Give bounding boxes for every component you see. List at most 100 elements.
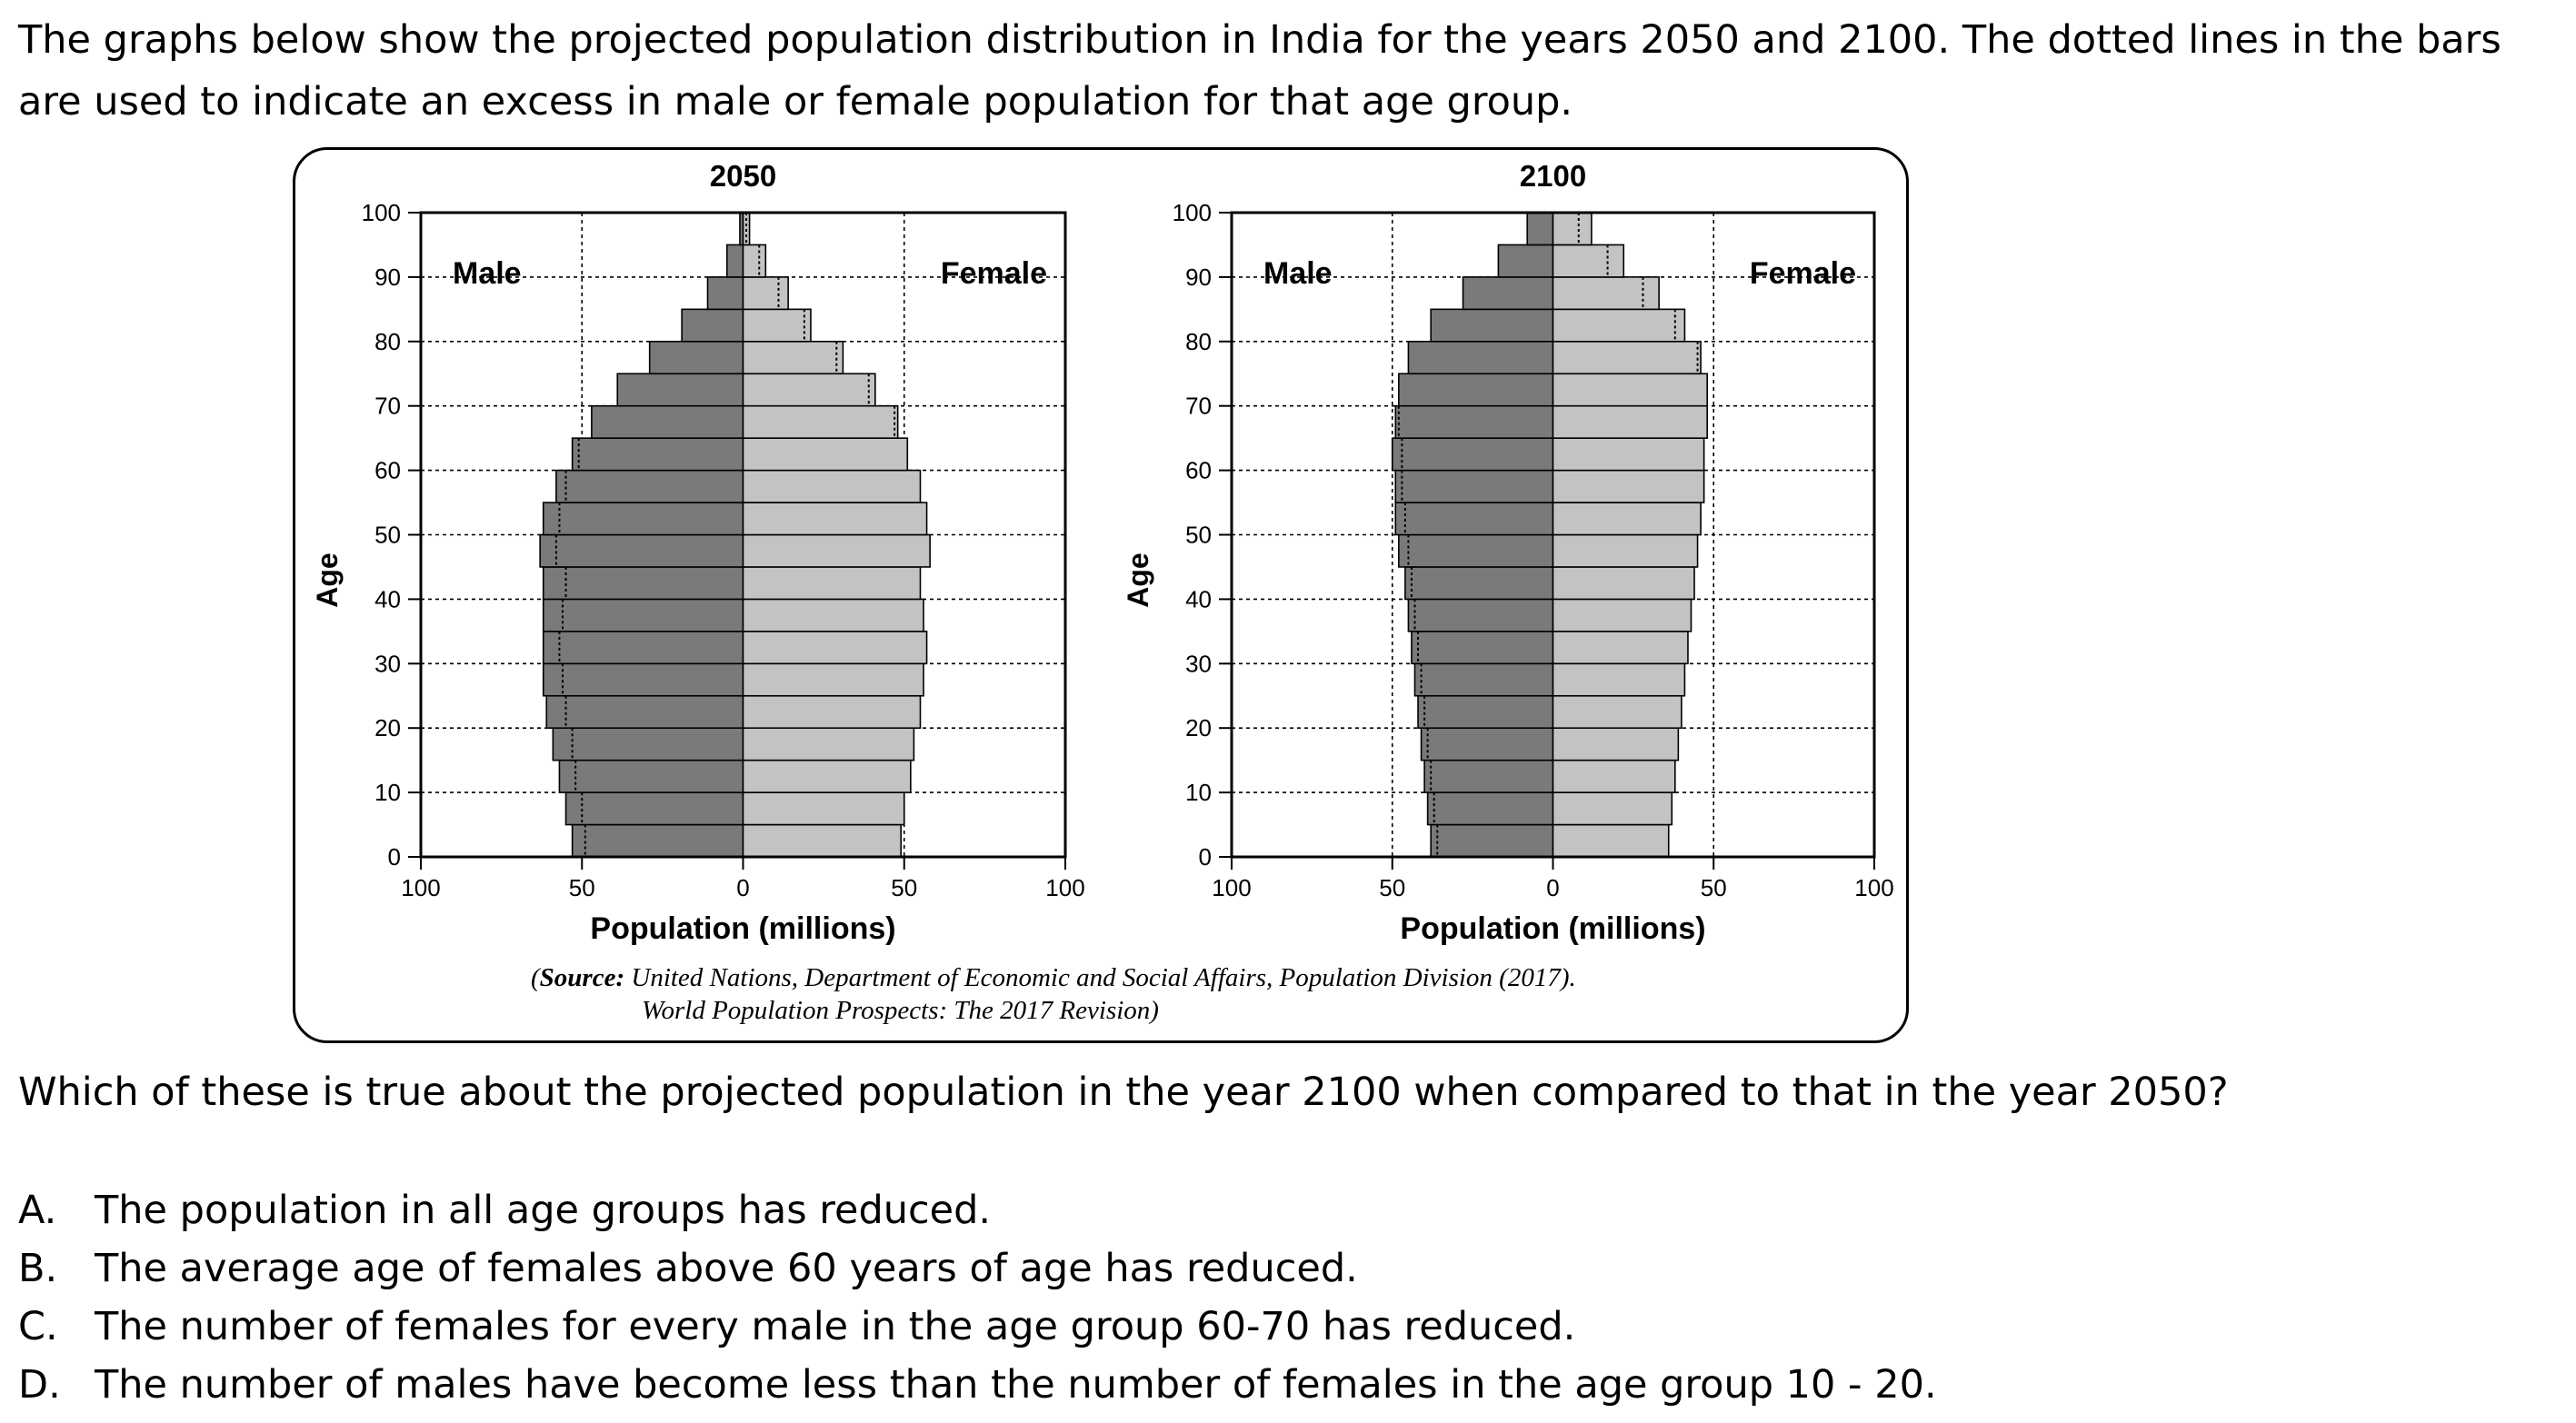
male-bar — [1407, 340, 1554, 375]
y-tick-label: 10 — [1185, 779, 1212, 806]
female-bar — [1552, 727, 1680, 761]
male-bar — [542, 566, 744, 601]
answer-options: A. The population in all age groups has r… — [18, 1181, 1937, 1414]
male-bar — [591, 404, 744, 439]
male-bar — [564, 791, 744, 826]
male-bar — [1526, 212, 1554, 246]
x-tick-label: 50 — [569, 874, 595, 901]
male-bar — [1398, 373, 1554, 407]
source-line1: United Nations, Department of Economic a… — [624, 963, 1576, 992]
male-bar — [571, 823, 744, 858]
female-bar — [742, 502, 928, 536]
source-label: Source: — [539, 963, 625, 992]
male-bar — [706, 276, 744, 311]
female-bar — [742, 598, 924, 632]
y-tick-label: 30 — [1185, 650, 1212, 677]
female-bar — [742, 373, 876, 407]
male-bar — [1426, 791, 1554, 826]
female-bar — [1552, 759, 1676, 793]
y-tick-label: 70 — [1185, 393, 1212, 420]
female-bar — [1552, 212, 1593, 246]
male-bar — [1404, 566, 1554, 601]
female-bar — [1552, 823, 1670, 858]
y-tick-label: 60 — [374, 457, 401, 484]
female-bar — [1552, 308, 1686, 343]
y-tick-label: 60 — [1185, 457, 1212, 484]
male-bar — [1413, 662, 1554, 697]
male-bar — [542, 502, 744, 536]
female-bar — [742, 727, 915, 761]
option-c[interactable]: C. The number of females for every male i… — [18, 1298, 1937, 1356]
male-bar — [545, 694, 744, 730]
source-line2: World Population Prospects: The 2017 Rev… — [642, 996, 1159, 1025]
pyramid-2050: 0 10 20 30 40 50 60 70 80 90 100 100 50 0 50 100 2050 Pop… — [311, 159, 1085, 946]
male-bar — [1430, 308, 1554, 343]
female-bar — [1552, 404, 1708, 439]
female-bar — [1552, 373, 1708, 407]
female-bar — [1552, 662, 1686, 697]
female-bar — [742, 823, 903, 858]
female-bar — [1552, 566, 1695, 601]
male-bar — [1398, 533, 1554, 568]
male-bar — [539, 533, 744, 568]
y-tick-label: 50 — [1185, 522, 1212, 549]
male-bar — [1430, 823, 1554, 858]
female-bar — [742, 566, 922, 601]
y-tick-label: 40 — [374, 585, 401, 612]
chart-title: 2100 — [1520, 159, 1586, 193]
option-d[interactable]: D. The number of males have become less t… — [18, 1356, 1937, 1414]
y-tick-label: 80 — [374, 328, 401, 355]
figure-frame — [293, 147, 1909, 1043]
option-letter: A. — [18, 1188, 57, 1233]
x-tick-label: 100 — [1045, 874, 1084, 901]
y-tick-label: 0 — [388, 843, 401, 871]
female-bar — [742, 469, 922, 503]
y-tick-label: 30 — [374, 650, 401, 677]
male-bar — [1420, 727, 1554, 761]
x-tick-label: 50 — [891, 874, 917, 901]
female-bar — [1552, 437, 1705, 472]
male-bar — [1407, 598, 1554, 632]
intro-text: The graphs below show the projected popu… — [18, 17, 2501, 124]
source-paren: ( — [531, 963, 540, 992]
female-bar — [1552, 340, 1702, 375]
male-bar — [555, 469, 744, 503]
male-bar — [616, 373, 744, 407]
male-label: Male — [453, 256, 522, 291]
x-axis-label: Population (millions) — [590, 911, 895, 946]
y-tick-label: 10 — [374, 779, 401, 806]
option-a[interactable]: A. The population in all age groups has r… — [18, 1181, 1937, 1239]
y-tick-label: 70 — [374, 393, 401, 420]
x-tick-label: 50 — [1379, 874, 1405, 901]
option-text: The number of females for every male in … — [95, 1304, 1576, 1349]
male-bar — [1497, 244, 1554, 278]
y-tick-label: 100 — [1173, 199, 1212, 226]
male-bar — [571, 437, 744, 472]
female-bar — [1552, 244, 1625, 278]
female-bar — [1552, 502, 1702, 536]
female-bar — [1552, 469, 1705, 503]
female-bar — [742, 662, 924, 697]
option-text: The average age of females above 60 year… — [95, 1246, 1358, 1291]
male-bar — [542, 662, 744, 697]
option-b[interactable]: B. The average age of females above 60 ye… — [18, 1239, 1937, 1298]
female-label: Female — [941, 256, 1047, 291]
male-bar — [542, 598, 744, 632]
male-bar — [1391, 437, 1554, 472]
female-bar — [742, 759, 912, 793]
option-letter: B. — [18, 1246, 58, 1291]
x-axis-label: Population (millions) — [1400, 911, 1705, 946]
male-bar — [1411, 631, 1554, 665]
y-tick-label: 20 — [374, 714, 401, 741]
male-bar — [725, 244, 744, 278]
male-bar — [1462, 276, 1554, 311]
y-tick-label: 80 — [1185, 328, 1212, 355]
female-bar — [742, 308, 812, 343]
y-tick-label: 100 — [362, 199, 401, 226]
male-bar — [1394, 404, 1554, 439]
y-axis-label: Age — [311, 552, 344, 607]
y-axis-label: Age — [1122, 552, 1154, 607]
female-label: Female — [1750, 256, 1856, 291]
female-bar — [1552, 598, 1692, 632]
male-bar — [648, 340, 744, 375]
